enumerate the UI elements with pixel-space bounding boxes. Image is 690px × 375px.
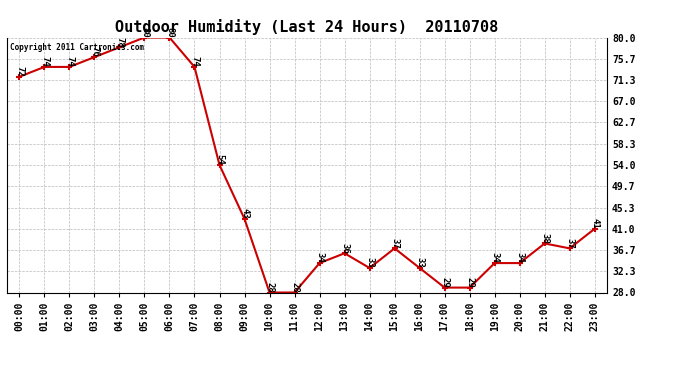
Text: 80: 80: [165, 27, 174, 38]
Text: 28: 28: [290, 282, 299, 292]
Text: 34: 34: [315, 252, 324, 263]
Text: 43: 43: [240, 208, 249, 219]
Text: 34: 34: [490, 252, 499, 263]
Text: 74: 74: [65, 56, 74, 67]
Text: 29: 29: [440, 277, 449, 288]
Text: 36: 36: [340, 243, 349, 253]
Text: 74: 74: [40, 56, 49, 67]
Text: 41: 41: [590, 218, 599, 229]
Text: Copyright 2011 Cartronics.com: Copyright 2011 Cartronics.com: [10, 43, 144, 52]
Title: Outdoor Humidity (Last 24 Hours)  20110708: Outdoor Humidity (Last 24 Hours) 2011070…: [115, 19, 499, 35]
Text: 37: 37: [390, 238, 399, 248]
Text: 34: 34: [515, 252, 524, 263]
Text: 28: 28: [265, 282, 274, 292]
Text: 72: 72: [15, 66, 24, 77]
Text: 80: 80: [140, 27, 149, 38]
Text: 37: 37: [565, 238, 574, 248]
Text: 29: 29: [465, 277, 474, 288]
Text: 78: 78: [115, 36, 124, 47]
Text: 38: 38: [540, 233, 549, 243]
Text: 54: 54: [215, 154, 224, 165]
Text: 76: 76: [90, 46, 99, 57]
Text: 33: 33: [415, 257, 424, 268]
Text: 74: 74: [190, 56, 199, 67]
Text: 33: 33: [365, 257, 374, 268]
